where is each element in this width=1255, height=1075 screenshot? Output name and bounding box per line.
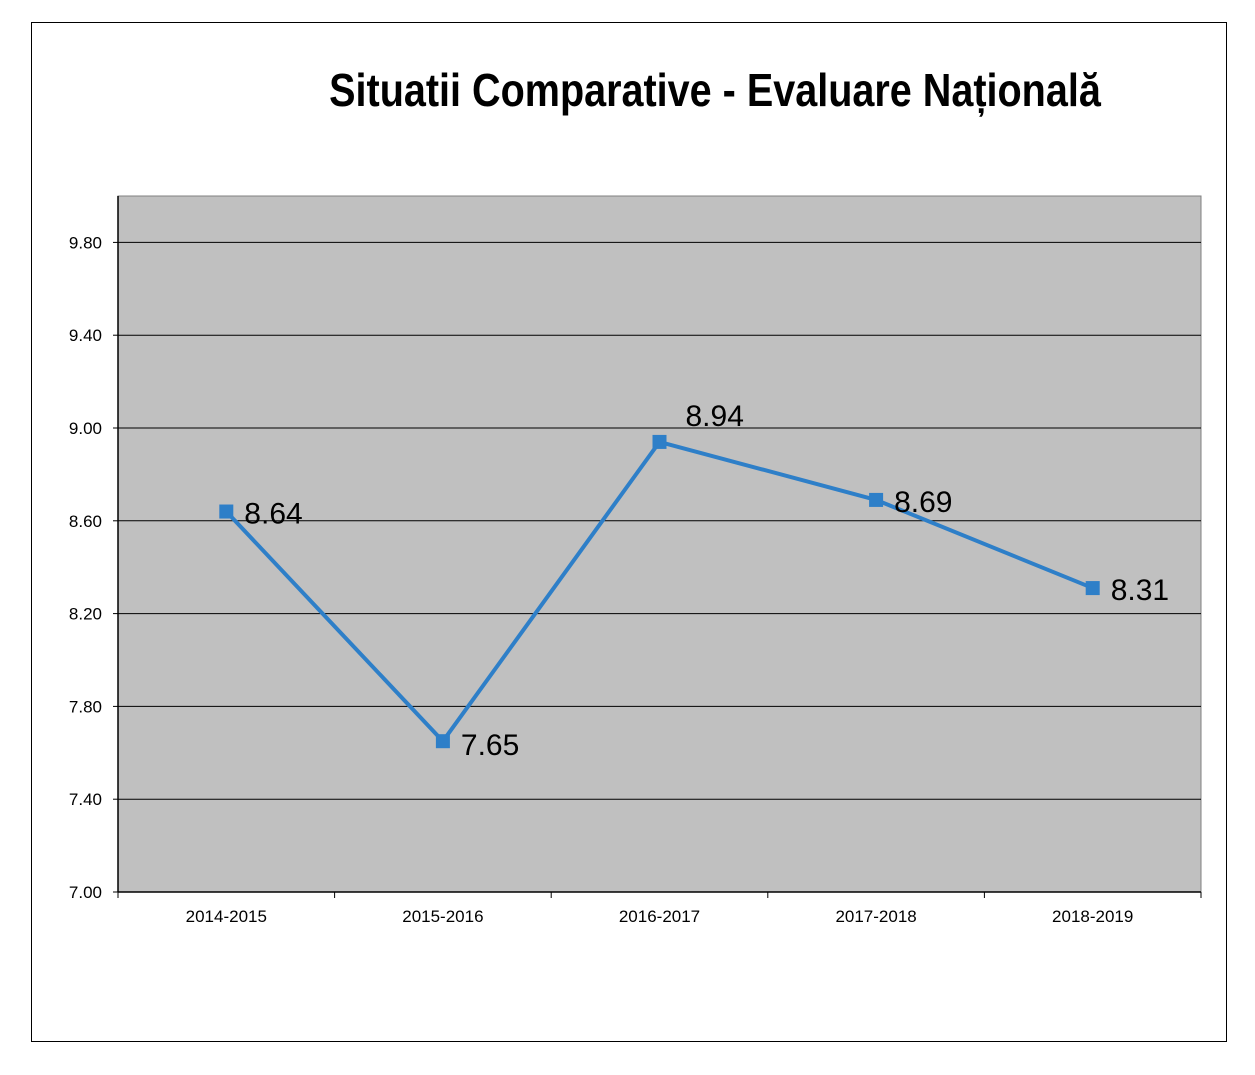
- x-tick-label: 2015-2016: [402, 907, 483, 926]
- y-tick-label: 7.40: [69, 790, 102, 809]
- data-point-marker: [1085, 581, 1100, 596]
- y-tick-label: 7.00: [69, 883, 102, 902]
- x-tick-label: 2016-2017: [619, 907, 700, 926]
- plot-area: [117, 195, 1202, 893]
- data-point-marker: [435, 734, 450, 749]
- x-tick-label: 2018-2019: [1052, 907, 1133, 926]
- data-label: 8.31: [1111, 574, 1169, 607]
- x-tick-label: 2017-2018: [835, 907, 916, 926]
- x-tick-label: 2014-2015: [186, 907, 267, 926]
- data-label: 8.94: [686, 400, 744, 433]
- y-tick-label: 8.60: [69, 512, 102, 531]
- y-tick-label: 9.80: [69, 233, 102, 252]
- chart-title: Situatii Comparative - Evaluare Național…: [329, 64, 1101, 116]
- data-label: 7.65: [461, 729, 519, 762]
- data-label: 8.64: [244, 498, 302, 531]
- data-label: 8.69: [894, 486, 952, 519]
- y-tick-label: 8.20: [69, 605, 102, 624]
- y-tick-label: 9.40: [69, 326, 102, 345]
- data-point-marker: [869, 492, 884, 507]
- y-tick-label: 9.00: [69, 419, 102, 438]
- data-point-marker: [652, 434, 667, 449]
- y-tick-label: 7.80: [69, 697, 102, 716]
- data-point-marker: [219, 504, 234, 519]
